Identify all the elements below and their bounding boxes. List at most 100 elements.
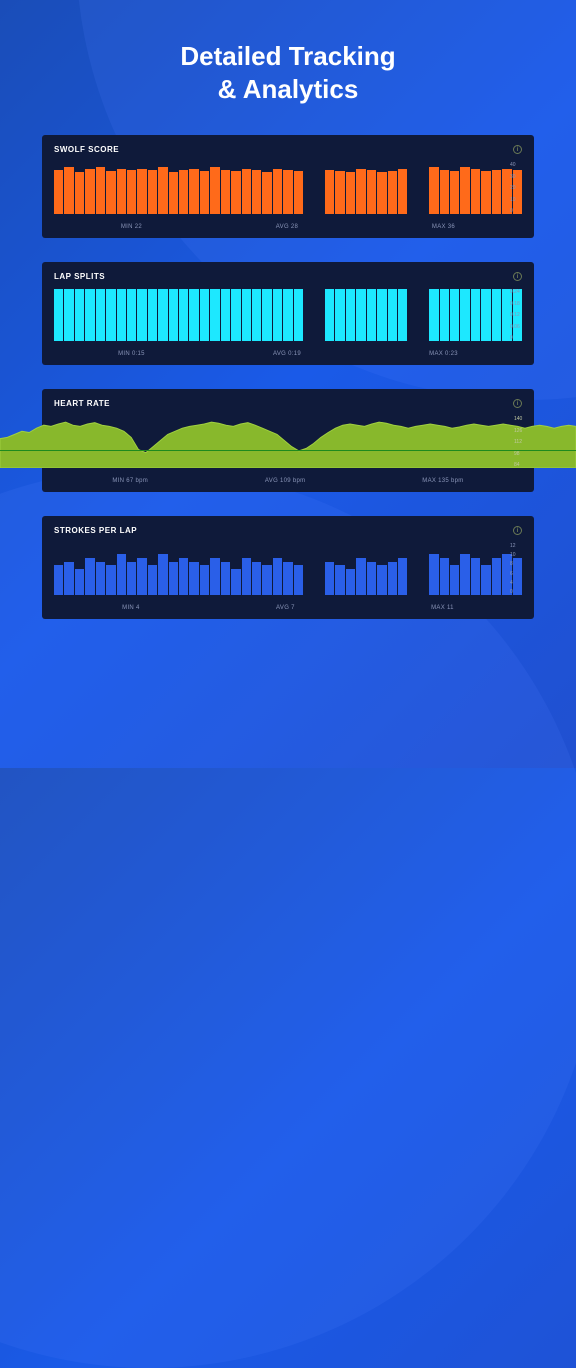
chart-bar [294, 289, 303, 341]
chart-bar [75, 172, 84, 214]
chart-bar [450, 565, 459, 595]
chart-bar [200, 565, 209, 595]
chart-bar [64, 167, 73, 214]
heartrate-avg: AVG 109 bpm [265, 478, 306, 484]
heartrate-chart: 1401261129884 [0, 416, 576, 468]
chart-bar [252, 289, 261, 341]
chart-bar [460, 554, 469, 595]
chart-bar [85, 558, 94, 595]
chart-bar [127, 289, 136, 341]
strokes-bars [54, 543, 522, 595]
swolf-header: SWOLF SCORE i [54, 145, 522, 154]
chart-bar [262, 289, 271, 341]
ytick: 84 [514, 462, 532, 468]
chart-bar [325, 170, 334, 214]
strokes-header: STROKES PER LAP i [54, 526, 522, 535]
chart-bar [75, 569, 84, 595]
chart-bar [189, 562, 198, 595]
chart-bar [117, 169, 126, 215]
chart-bar [210, 558, 219, 595]
ytick: 98 [514, 451, 532, 457]
chart-bar [356, 289, 365, 341]
heartrate-svg [0, 416, 576, 468]
chart-bar [335, 289, 344, 341]
chart-bar [388, 562, 397, 595]
chart-bar [450, 171, 459, 214]
ytick: 30 [510, 174, 516, 180]
chart-bar [64, 289, 73, 341]
chart-bar [179, 170, 188, 214]
chart-bar [429, 289, 438, 341]
chart-bar [148, 289, 157, 341]
chart-bar [200, 171, 209, 214]
chart-bar [169, 172, 178, 214]
ytick: 0.18 [510, 301, 520, 307]
swolf-bars [54, 162, 522, 214]
chart-bar [169, 289, 178, 341]
swolf-chart: 403020100 [54, 162, 522, 214]
ytick: 20 [510, 185, 516, 191]
chart-bar [388, 289, 397, 341]
info-icon[interactable]: i [513, 526, 522, 535]
chart-bar [346, 289, 355, 341]
chart-bar [148, 565, 157, 595]
chart-bar [85, 289, 94, 341]
ytick: 12 [510, 543, 516, 549]
strokes-chart: 12108640 [54, 543, 522, 595]
chart-bar [273, 558, 282, 595]
chart-bar [440, 558, 449, 595]
chart-bar [148, 170, 157, 214]
chart-bar [64, 562, 73, 595]
chart-bar [481, 565, 490, 595]
strokes-stats: MIN 4 AVG 7 MAX 11 [54, 605, 522, 611]
page-heading: Detailed Tracking & Analytics [0, 0, 576, 135]
lapsplits-bars [54, 289, 522, 341]
strokes-max: MAX 11 [431, 605, 454, 611]
chart-bar [231, 569, 240, 595]
chart-bar [158, 167, 167, 214]
chart-bar [377, 565, 386, 595]
chart-bar [471, 558, 480, 595]
info-icon[interactable]: i [513, 272, 522, 281]
swolf-stats: MIN 22 AVG 28 MAX 36 [54, 224, 522, 230]
chart-bar [481, 289, 490, 341]
chart-bar [294, 565, 303, 595]
chart-bar [221, 562, 230, 595]
chart-bar [367, 562, 376, 595]
chart-bar [137, 558, 146, 595]
heartrate-yaxis: 1401261129884 [514, 416, 532, 468]
chart-bar [388, 171, 397, 214]
info-icon[interactable]: i [513, 399, 522, 408]
chart-bar [440, 170, 449, 214]
strokes-title: STROKES PER LAP [54, 526, 137, 535]
chart-bar [96, 562, 105, 595]
chart-bar [158, 289, 167, 341]
chart-bar [262, 565, 271, 595]
lapsplits-avg: AVG 0:19 [273, 351, 301, 357]
chart-bar [356, 558, 365, 595]
ytick: 0.06 [510, 324, 520, 330]
ytick: 140 [514, 416, 532, 422]
ytick: 0 [510, 589, 513, 595]
chart-bar [398, 558, 407, 595]
chart-bar [127, 562, 136, 595]
lapsplits-max: MAX 0:23 [429, 351, 458, 357]
chart-bar [85, 169, 94, 215]
ytick: 4 [510, 580, 513, 586]
ytick: 10 [510, 197, 516, 203]
chart-bar [179, 558, 188, 595]
chart-bar [398, 289, 407, 341]
heartrate-stats: MIN 67 bpm AVG 109 bpm MAX 135 bpm [54, 478, 522, 484]
lapsplits-yaxis: 0.240.180.120.060 [506, 289, 524, 341]
chart-bar [117, 554, 126, 595]
info-icon[interactable]: i [513, 145, 522, 154]
chart-bar [346, 172, 355, 214]
chart-bar [54, 289, 63, 341]
heartrate-title: HEART RATE [54, 399, 110, 408]
chart-bar [283, 170, 292, 214]
chart-bar [231, 289, 240, 341]
heartrate-refline [0, 450, 576, 451]
chart-bar [377, 289, 386, 341]
heartrate-min: MIN 67 bpm [112, 478, 148, 484]
chart-bar [242, 289, 251, 341]
